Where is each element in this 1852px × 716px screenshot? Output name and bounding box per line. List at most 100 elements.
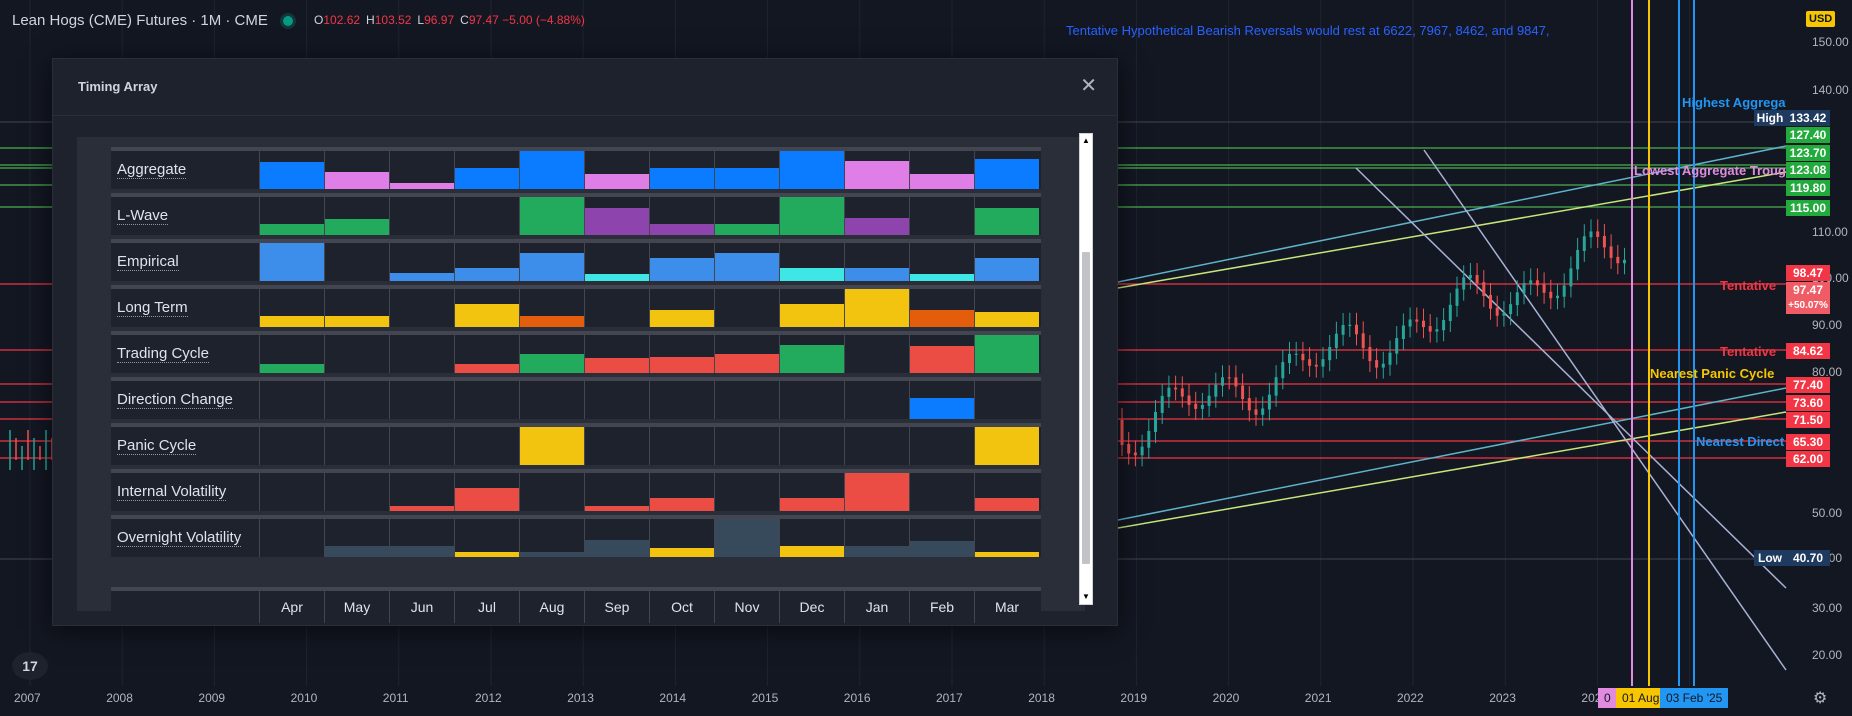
month-label: Feb [909, 591, 974, 623]
timing-cell [844, 289, 909, 327]
timing-bar [910, 346, 974, 373]
row-label-text[interactable]: L-Wave [117, 207, 169, 225]
timing-array-grid: Aggregate L-Wave Empirical Long Term Trading… [111, 147, 1041, 623]
market-status-indicator [283, 16, 293, 26]
timing-row-label[interactable]: Long Term [111, 289, 259, 327]
timing-bar [520, 151, 584, 189]
time-tag: 0 [1598, 688, 1617, 708]
timing-row: Panic Cycle [111, 423, 1041, 465]
line-note: Nearest Panic Cycle [1650, 366, 1775, 381]
timing-bar [715, 252, 779, 281]
timing-bar [845, 160, 909, 189]
timing-bar [845, 217, 909, 235]
timing-row-label[interactable]: Empirical [111, 243, 259, 281]
scroll-down-icon[interactable]: ▼ [1082, 592, 1090, 601]
currency-button[interactable]: USD [1806, 11, 1836, 27]
month-header-row: Apr May Jun Jul Aug Sep Oct Nov Dec Jan Feb Mar [111, 587, 1041, 623]
row-label-text[interactable]: Empirical [117, 253, 179, 271]
line-note: Nearest Direct [1696, 434, 1785, 449]
timing-cell [259, 243, 324, 281]
scroll-up-icon[interactable]: ▲ [1082, 136, 1090, 145]
month-label: May [324, 591, 389, 623]
row-label-text[interactable]: Overnight Volatility [117, 529, 242, 547]
price-tag: 123.70 [1786, 145, 1830, 161]
timing-cell [324, 335, 389, 373]
timing-bar [390, 273, 454, 281]
line-note: Highest Aggregat [1682, 95, 1786, 110]
timing-cell [584, 197, 649, 235]
timing-cell [909, 519, 974, 557]
ohlc-key: O [314, 13, 324, 27]
timing-bar [650, 309, 714, 327]
timing-cell [649, 519, 714, 557]
timing-cell [844, 151, 909, 189]
timing-cell [714, 381, 779, 419]
timing-cell [974, 197, 1039, 235]
row-label-text[interactable]: Trading Cycle [117, 345, 209, 363]
timing-cell [974, 151, 1039, 189]
close-icon[interactable]: ✕ [1080, 75, 1097, 97]
month-label: Nov [714, 591, 779, 623]
timing-bar [650, 357, 714, 373]
price-tag: 71.50 [1786, 412, 1830, 428]
timing-row-label[interactable]: Overnight Volatility [111, 519, 259, 557]
row-label-text[interactable]: Panic Cycle [117, 437, 197, 455]
timing-cell [714, 243, 779, 281]
timing-bar [910, 173, 974, 189]
row-label-text[interactable]: Long Term [117, 299, 188, 317]
timing-cell [519, 335, 584, 373]
timing-bar [715, 168, 779, 189]
price-tag: 115.00 [1786, 200, 1830, 216]
tradingview-logo[interactable]: 17 [12, 652, 48, 680]
month-label: Jul [454, 591, 519, 623]
symbol-title[interactable]: Lean Hogs (CME) Futures · 1M · CME [12, 12, 268, 29]
timing-row-label[interactable]: L-Wave [111, 197, 259, 235]
timing-bar [390, 506, 454, 511]
timing-row-label[interactable]: Trading Cycle [111, 335, 259, 373]
ohlc-value: 97.47 −5.00 (−4.88%) [468, 13, 585, 27]
timing-cell [974, 473, 1039, 511]
time-axis-label: 2013 [567, 691, 594, 705]
timing-bar [455, 168, 519, 189]
timing-cell [909, 151, 974, 189]
row-label-text[interactable]: Aggregate [117, 161, 187, 179]
timing-bar [780, 267, 844, 281]
gear-icon[interactable]: ⚙ [1813, 690, 1828, 707]
timing-cell [844, 519, 909, 557]
timing-cell [519, 381, 584, 419]
timing-cell [649, 243, 714, 281]
timing-cell [519, 289, 584, 327]
time-axis-label: 2019 [1120, 691, 1148, 705]
price-tag: 133.42 [1786, 110, 1830, 126]
row-label-text[interactable]: Direction Change [117, 391, 233, 409]
price-tag-label: High [1754, 110, 1786, 126]
timing-bar [585, 274, 649, 281]
ohlc-key: C [460, 13, 469, 27]
timing-cell [454, 335, 519, 373]
timing-cell [909, 473, 974, 511]
timing-row-label[interactable]: Internal Volatility [111, 473, 259, 511]
timing-row-label[interactable]: Panic Cycle [111, 427, 259, 465]
timing-row-label[interactable]: Aggregate [111, 151, 259, 189]
time-tag: 03 Feb '25 [1660, 688, 1729, 708]
timing-cell [389, 243, 454, 281]
timing-cell [389, 427, 454, 465]
timing-bar [845, 545, 909, 557]
timing-cell [324, 289, 389, 327]
timing-bar [650, 224, 714, 235]
timing-cell [454, 473, 519, 511]
price-tag: 40.70 [1786, 550, 1830, 566]
timing-row: Overnight Volatility [111, 515, 1041, 557]
timing-bar [520, 427, 584, 465]
timing-row-label[interactable]: Direction Change [111, 381, 259, 419]
timing-cell [584, 243, 649, 281]
timing-cell [519, 151, 584, 189]
timing-bar [325, 545, 389, 557]
timing-cell [324, 197, 389, 235]
scrollbar-thumb[interactable] [1082, 252, 1090, 564]
trendline [1117, 145, 1787, 283]
row-label-text[interactable]: Internal Volatility [117, 483, 227, 501]
timing-bar [390, 183, 454, 189]
time-axis-label: 2015 [751, 691, 779, 705]
dialog-scrollbar[interactable]: ▲ ▼ [1079, 133, 1093, 605]
